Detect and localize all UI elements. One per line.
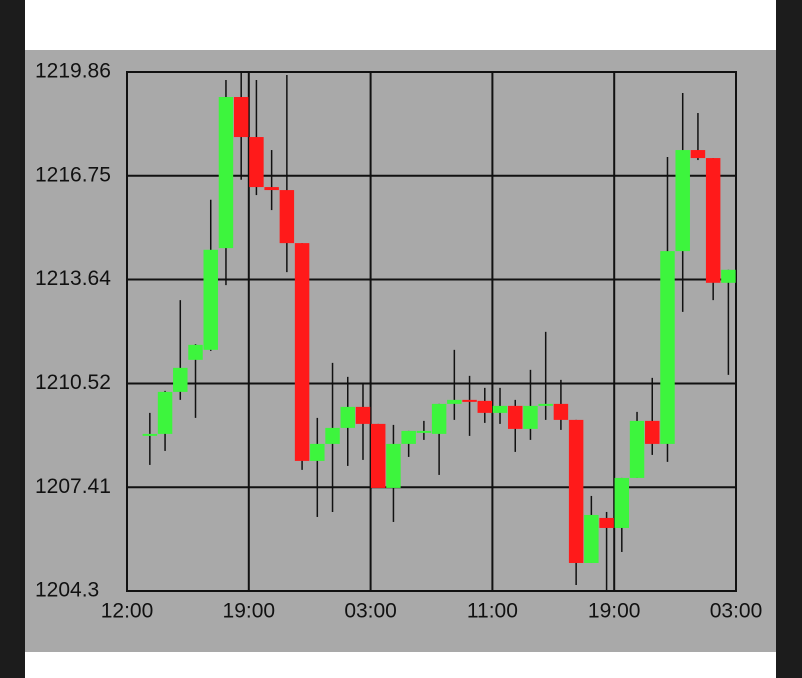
candle-body <box>477 400 493 413</box>
candle-body <box>538 403 553 406</box>
candle-body <box>264 187 279 191</box>
y-tick-label: 1216.75 <box>35 163 111 186</box>
candle-body <box>568 419 584 563</box>
candle-body <box>721 269 736 283</box>
candle-body <box>325 427 340 444</box>
candle-body <box>553 403 569 420</box>
candle-body <box>157 391 173 434</box>
x-tick-label: 03:00 <box>344 600 397 623</box>
bottom-panel <box>25 652 776 678</box>
candle-body <box>355 406 371 424</box>
candle-body <box>340 406 355 428</box>
chart-background <box>25 50 776 652</box>
candle-body <box>645 420 660 444</box>
candle-body <box>279 190 295 244</box>
candle-body <box>523 405 538 429</box>
y-tick-label: 1204.3 <box>35 579 99 602</box>
candle-body <box>492 405 508 413</box>
candle-body <box>614 477 630 528</box>
candle-body <box>462 399 477 402</box>
candle-body <box>416 430 432 433</box>
candle-body <box>370 423 386 488</box>
candle-body <box>599 517 614 528</box>
candle-body <box>142 433 158 436</box>
x-tick-label: 19:00 <box>223 600 276 623</box>
x-tick-label: 19:00 <box>588 600 641 623</box>
candle-body <box>188 344 203 360</box>
candle-body <box>310 443 325 461</box>
x-tick-label: 03:00 <box>710 600 763 623</box>
candle-body <box>203 249 218 350</box>
candle-body <box>431 403 447 434</box>
candle-body <box>584 514 599 563</box>
candle-body <box>173 367 188 392</box>
candle-body <box>233 97 249 138</box>
top-panel <box>25 0 776 50</box>
candle-body <box>401 430 416 444</box>
candle-body <box>249 137 264 188</box>
candle-body <box>294 243 310 461</box>
y-tick-label: 1210.52 <box>35 371 111 394</box>
candle-body <box>386 443 401 488</box>
y-tick-label: 1213.64 <box>35 267 111 290</box>
candle-body <box>629 420 645 478</box>
candle-body <box>690 150 706 159</box>
y-tick-label: 1207.41 <box>35 475 111 498</box>
candle-body <box>705 158 721 283</box>
x-tick-label: 12:00 <box>101 600 154 623</box>
y-tick-label: 1219.86 <box>35 60 111 83</box>
candle-body <box>447 399 462 404</box>
candle-body <box>660 251 675 444</box>
candle-body <box>218 97 234 249</box>
x-tick-label: 11:00 <box>467 600 518 623</box>
candle-body <box>675 150 690 252</box>
candle-body <box>508 405 523 429</box>
